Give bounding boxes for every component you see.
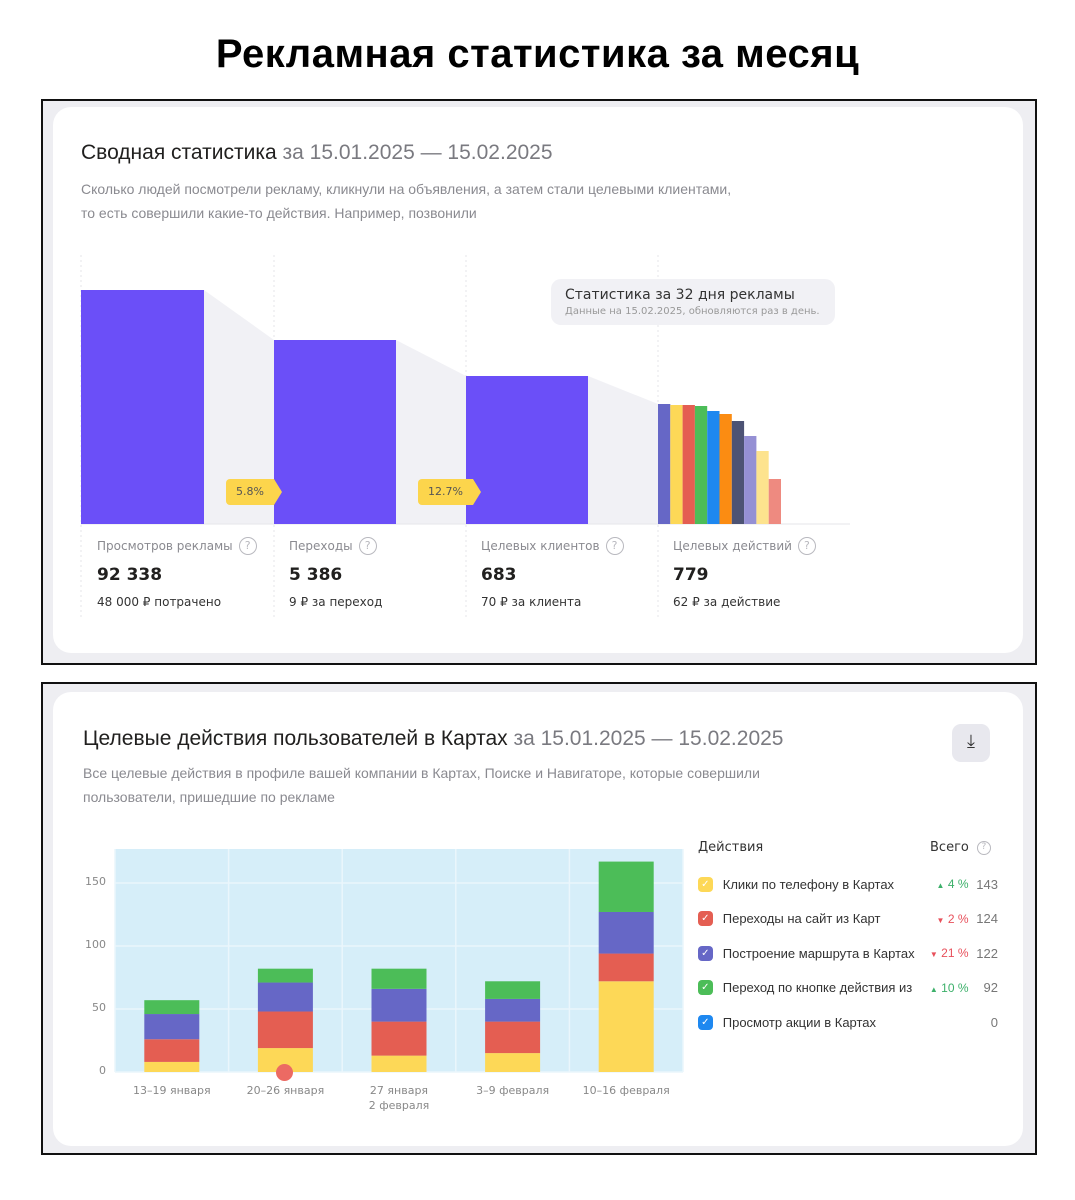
x-tick-label: 10–16 февраля [582,1084,670,1097]
x-tick-label: 20–26 января [246,1084,325,1097]
tooltip-title: Статистика за 32 дня рекламы [565,287,795,303]
legend-change: ▲ 10 % [929,980,969,995]
checkbox-icon[interactable]: ✓ [698,980,713,995]
stat-block: Просмотров рекламы? 92 338 48 000 ₽ потр… [97,537,257,609]
funnel-connector [204,290,274,524]
stat-value: 683 [481,565,517,585]
legend-item[interactable]: ✓ Просмотр акции в Картах 0 [698,1012,998,1032]
legend-label: Просмотр акции в Картах [722,1014,877,1030]
y-tick-label: 50 [92,1001,106,1014]
funnel-bar-clients [466,376,588,524]
legend-total: 122 [976,945,998,961]
conversion-badge: 5.8% [226,479,282,505]
legend-label: Переход по кнопке действия из [722,980,913,995]
y-tick-label: 0 [99,1064,106,1077]
legend-item[interactable]: ✓ Построение маршрута в Картах ▼ 21 % 12… [698,943,998,963]
trend-icon: ▼ [929,950,938,959]
stat-value: 92 338 [97,565,163,585]
action-type-bar [682,405,695,524]
cursor-marker [276,1064,293,1081]
action-type-bar [670,405,683,524]
stat-subtext: 48 000 ₽ потрачено [97,595,222,609]
stat-subtext: 62 ₽ за действие [673,595,781,609]
stat-subtext: 70 ₽ за клиента [481,595,582,609]
action-type-bar [719,414,732,524]
stat-label: Целевых клиентов [481,539,600,553]
action-type-bar [707,411,720,524]
legend-change: ▼ 21 % [929,946,969,960]
help-icon[interactable]: ? [976,840,991,855]
legend-change: ▲ 4 % [936,877,969,891]
stat-block: Переходы? 5 386 9 ₽ за переход [289,537,382,609]
legend-label: Переходы на сайт из Карт [722,911,881,926]
stat-block: Целевых клиентов? 683 70 ₽ за клиента [481,537,624,609]
funnel-bar-clicks [274,340,396,524]
y-tick-label: 150 [85,875,106,888]
help-icon[interactable]: ? [238,537,257,555]
action-type-bar [768,479,781,524]
stat-label: Просмотров рекламы [97,539,233,553]
checkbox-icon[interactable]: ✓ [698,876,713,892]
x-tick-label: 27 января 2 февраля [368,1084,430,1112]
checkbox-icon[interactable]: ✓ [698,911,713,926]
action-type-bar [658,404,671,524]
actions-description: Все целевые действия в профиле вашей ком… [83,765,760,805]
legend-label: Построение маршрута в Картах [722,945,915,961]
trend-icon: ▼ [936,915,945,925]
funnel-chart [80,255,850,620]
legend-item[interactable]: ✓ Переход по кнопке действия из ▲ 10 % 9… [698,978,998,998]
legend-total: 0 [990,1014,998,1030]
legend-total: 124 [976,911,998,926]
legend-item[interactable]: ✓ Переходы на сайт из Карт ▼ 2 % 124 [698,909,998,929]
y-tick-label: 100 [85,938,106,951]
action-type-bar [744,436,757,524]
legend-item[interactable]: ✓ Клики по телефону в Картах ▲ 4 % 143 [698,874,998,894]
actions-heading: Целевые действия пользователей в Картах … [83,727,784,750]
stat-subtext: 9 ₽ за переход [289,595,383,609]
stats-tooltip: Статистика за 32 дня рекламы Данные на 1… [551,279,835,325]
legend-change: ▼ 2 % [936,911,969,926]
x-tick-label: 13–19 января [132,1084,211,1097]
funnel-connector [588,376,658,524]
stat-label: Переходы [289,539,353,553]
legend-label: Клики по телефону в Картах [722,876,895,892]
help-icon[interactable]: ? [797,537,816,555]
total-header: Всего [930,840,969,855]
stat-block: Целевых действий? 779 62 ₽ за действие [673,537,816,609]
x-tick-label: 3–9 февраля [476,1084,550,1097]
page-title: Рекламная статистика за месяц [215,32,860,76]
download-icon: ⤓ [967,731,975,752]
action-type-bar [694,406,708,524]
legend: Действия Всего? ✓ Клики по телефону в Ка… [698,840,998,1040]
checkbox-icon[interactable]: ✓ [698,1014,713,1030]
action-type-bar [731,421,745,524]
help-icon[interactable]: ? [605,537,624,555]
stat-value: 5 386 [289,565,343,585]
trend-icon: ▲ [936,881,945,890]
tooltip-subtitle: Данные на 15.02.2025, обновляются раз в … [565,306,820,317]
checkbox-icon[interactable]: ✓ [698,945,713,961]
legend-total: 92 [983,980,998,995]
summary-heading: Сводная статистика за 15.01.2025 — 15.02… [81,141,553,164]
help-icon[interactable]: ? [358,537,377,555]
funnel-bar-views [81,290,204,524]
download-button[interactable]: ⤓ [952,724,990,762]
trend-icon: ▲ [929,984,938,994]
action-type-bar [756,451,769,524]
legend-header: Действия [698,840,764,855]
conversion-badge: 12.7% [418,479,481,505]
stat-label: Целевых действий [673,539,792,553]
stat-value: 779 [673,565,709,585]
summary-description: Сколько людей посмотрели рекламу, кликну… [81,181,732,221]
funnel-connector [396,340,466,524]
legend-total: 143 [976,876,998,892]
